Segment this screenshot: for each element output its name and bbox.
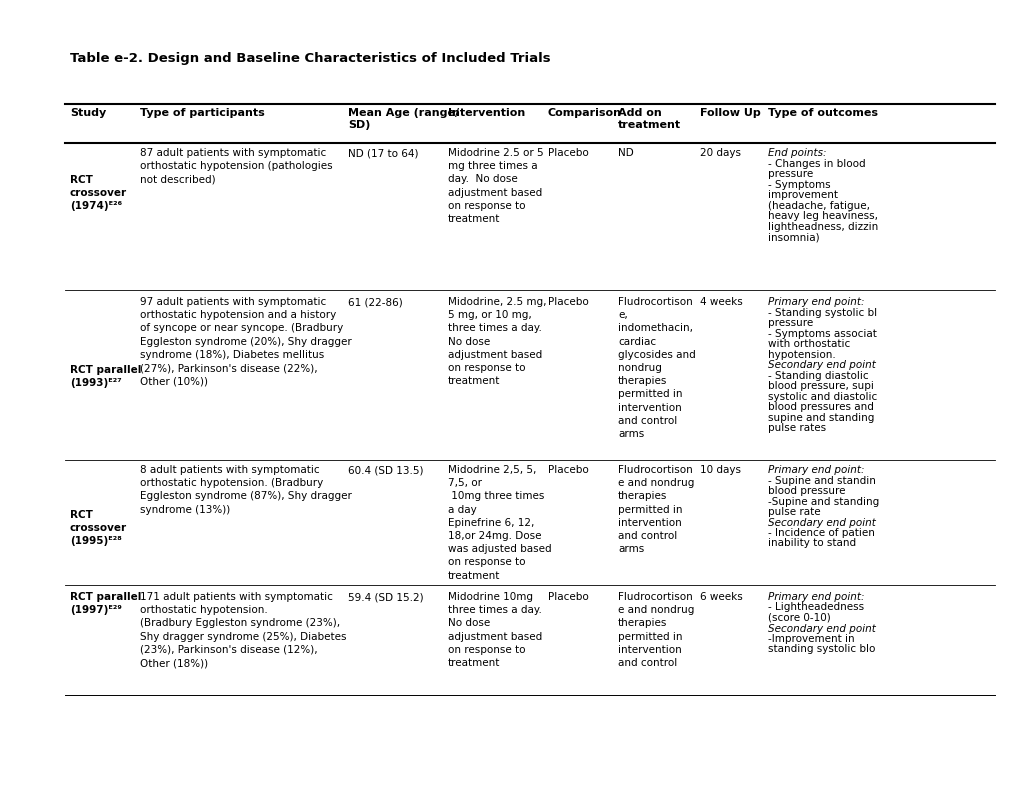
Text: blood pressure, supi: blood pressure, supi [767,381,873,391]
Text: (headache, fatigue,: (headache, fatigue, [767,200,869,210]
Text: Primary end point:: Primary end point: [767,465,864,475]
Text: -Supine and standing: -Supine and standing [767,496,878,507]
Text: Primary end point:: Primary end point: [767,592,864,602]
Text: Add on
treatment: Add on treatment [618,108,681,130]
Text: pressure: pressure [767,169,812,179]
Text: Midodrine 10mg
three times a day.
No dose
adjustment based
on response to
treatm: Midodrine 10mg three times a day. No dos… [447,592,542,668]
Text: Fludrocortison
e and nondrug
therapies
permitted in
intervention
and control: Fludrocortison e and nondrug therapies p… [618,592,694,668]
Text: inability to stand: inability to stand [767,538,855,548]
Text: End points:: End points: [767,148,825,158]
Text: Secondary end point: Secondary end point [767,623,875,634]
Text: Midodrine 2.5 or 5
mg three times a
day.  No dose
adjustment based
on response t: Midodrine 2.5 or 5 mg three times a day.… [447,148,543,224]
Text: Fludrocortison
e and nondrug
therapies
permitted in
intervention
and control
arm: Fludrocortison e and nondrug therapies p… [618,465,694,554]
Text: - Symptoms associat: - Symptoms associat [767,329,876,339]
Text: 4 weeks: 4 weeks [699,297,742,307]
Text: Study: Study [70,108,106,118]
Text: 171 adult patients with symptomatic
orthostatic hypotension.
(Bradbury Eggleston: 171 adult patients with symptomatic orth… [140,592,346,668]
Text: 6 weeks: 6 weeks [699,592,742,602]
Text: Fludrocortison
e,
indomethacin,
cardiac
glycosides and
nondrug
therapies
permitt: Fludrocortison e, indomethacin, cardiac … [618,297,695,439]
Text: 60.4 (SD 13.5): 60.4 (SD 13.5) [347,465,423,475]
Text: - Incidence of patien: - Incidence of patien [767,528,874,538]
Text: - Changes in blood: - Changes in blood [767,158,865,169]
Text: - Standing systolic bl: - Standing systolic bl [767,307,876,318]
Text: - Symptoms: - Symptoms [767,180,829,189]
Text: supine and standing: supine and standing [767,412,873,422]
Text: Secondary end point: Secondary end point [767,360,875,370]
Text: RCT
crossover
(1995)ᴱ²⁸: RCT crossover (1995)ᴱ²⁸ [70,510,127,546]
Text: Follow Up: Follow Up [699,108,760,118]
Text: 8 adult patients with symptomatic
orthostatic hypotension. (Bradbury
Eggleston s: 8 adult patients with symptomatic orthos… [140,465,352,515]
Text: pulse rate: pulse rate [767,507,820,517]
Text: hypotension.: hypotension. [767,350,835,359]
Text: Comparison: Comparison [547,108,622,118]
Text: insomnia): insomnia) [767,232,819,242]
Text: heavy leg heaviness,: heavy leg heaviness, [767,211,877,221]
Text: 87 adult patients with symptomatic
orthostatic hypotension (pathologies
not desc: 87 adult patients with symptomatic ortho… [140,148,332,184]
Text: - Standing diastolic: - Standing diastolic [767,370,868,381]
Text: -Improvement in: -Improvement in [767,634,854,644]
Text: RCT
crossover
(1974)ᴱ²⁶: RCT crossover (1974)ᴱ²⁶ [70,175,127,211]
Text: with orthostatic: with orthostatic [767,339,850,349]
Text: Intervention: Intervention [447,108,525,118]
Text: Midodrine 2,5, 5,
7,5, or
 10mg three times
a day
Epinefrine 6, 12,
18,or 24mg. : Midodrine 2,5, 5, 7,5, or 10mg three tim… [447,465,551,581]
Text: RCT parallel
(1993)ᴱ²⁷: RCT parallel (1993)ᴱ²⁷ [70,365,142,388]
Text: 20 days: 20 days [699,148,740,158]
Text: systolic and diastolic: systolic and diastolic [767,392,876,402]
Text: Placebo: Placebo [547,148,588,158]
Text: Placebo: Placebo [547,297,588,307]
Text: Type of participants: Type of participants [140,108,265,118]
Text: 10 days: 10 days [699,465,740,475]
Text: pulse rates: pulse rates [767,423,825,433]
Text: - Supine and standin: - Supine and standin [767,475,875,485]
Text: 59.4 (SD 15.2): 59.4 (SD 15.2) [347,592,423,602]
Text: standing systolic blo: standing systolic blo [767,645,874,655]
Text: blood pressure: blood pressure [767,486,845,496]
Text: - Lightheadedness: - Lightheadedness [767,603,863,612]
Text: Placebo: Placebo [547,592,588,602]
Text: (score 0-10): (score 0-10) [767,613,829,623]
Text: Mean Age (range/
SD): Mean Age (range/ SD) [347,108,459,130]
Text: Table e-2. Design and Baseline Characteristics of Included Trials: Table e-2. Design and Baseline Character… [70,52,550,65]
Text: 97 adult patients with symptomatic
orthostatic hypotension and a history
of sync: 97 adult patients with symptomatic ortho… [140,297,352,386]
Text: blood pressures and: blood pressures and [767,402,873,412]
Text: Secondary end point: Secondary end point [767,518,875,527]
Text: lightheadness, dizzin: lightheadness, dizzin [767,221,877,232]
Text: ND (17 to 64): ND (17 to 64) [347,148,418,158]
Text: Type of outcomes: Type of outcomes [767,108,877,118]
Text: pressure: pressure [767,318,812,328]
Text: improvement: improvement [767,190,838,200]
Text: Placebo: Placebo [547,465,588,475]
Text: 61 (22-86): 61 (22-86) [347,297,403,307]
Text: ND: ND [618,148,633,158]
Text: RCT parallel
(1997)ᴱ²⁹: RCT parallel (1997)ᴱ²⁹ [70,592,142,615]
Text: Midodrine, 2.5 mg,
5 mg, or 10 mg,
three times a day.
No dose
adjustment based
o: Midodrine, 2.5 mg, 5 mg, or 10 mg, three… [447,297,546,386]
Text: Primary end point:: Primary end point: [767,297,864,307]
